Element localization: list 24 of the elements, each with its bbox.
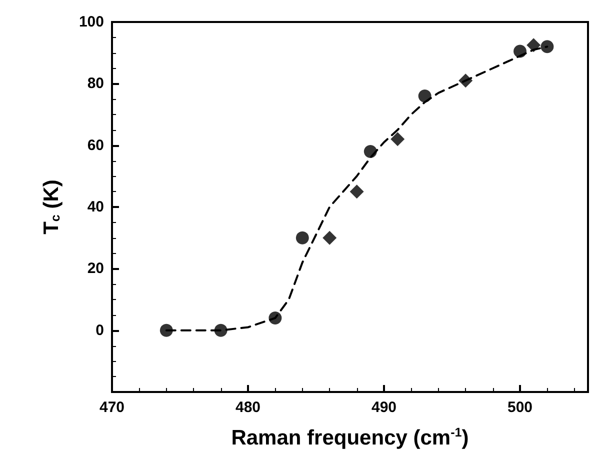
point	[364, 145, 377, 158]
y-axis-title: Tc (K)	[40, 180, 63, 234]
point	[296, 231, 309, 244]
point	[214, 324, 228, 337]
point	[418, 90, 432, 102]
point	[514, 44, 526, 58]
y-tick-label: 60	[87, 136, 104, 154]
point	[458, 74, 473, 88]
point	[268, 312, 282, 324]
x-tick-label: 490	[371, 399, 397, 416]
x-tick-label: 480	[235, 399, 261, 416]
point	[526, 38, 541, 52]
y-tick-label: 100	[78, 14, 104, 30]
x-tick-label: 470	[99, 399, 125, 416]
y-tick-label: 40	[87, 198, 104, 216]
point	[390, 132, 405, 146]
point	[540, 40, 554, 54]
y-tick-label: 80	[87, 75, 104, 92]
point	[350, 184, 364, 199]
y-tick-label: 20	[87, 260, 104, 278]
point	[160, 324, 173, 337]
point	[322, 230, 337, 245]
x-tick-label: 500	[507, 399, 533, 416]
y-tick-label: 0	[96, 322, 104, 339]
